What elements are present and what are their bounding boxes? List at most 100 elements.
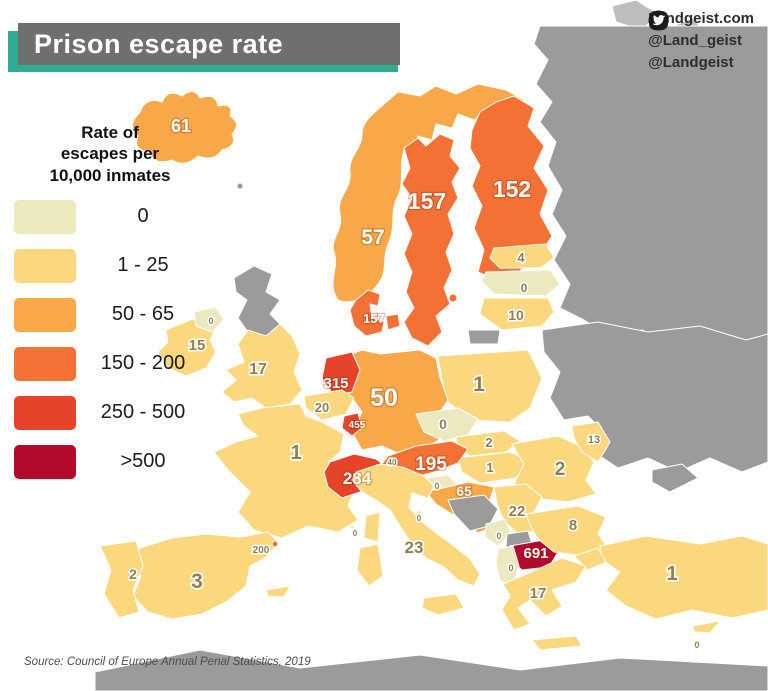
country-france-corsica [363,511,381,543]
country-iceland [132,91,237,164]
country-monaco [349,524,355,530]
label-croatia: 65 [456,483,472,499]
country-greece-crete [531,635,583,651]
country-cyprus [691,620,721,634]
source-note: Source: Council of Europe Annual Penal S… [24,656,311,668]
country-italy [351,463,481,587]
legend-title-line2: escapes per [60,144,160,164]
label-serbia: 22 [509,503,526,520]
country-spain [126,531,279,620]
country-moldova [571,421,611,463]
region-crimea [651,463,699,493]
label-uk: 17 [249,361,267,378]
country-italy-sicily [421,593,465,616]
legend-label-1: 1 - 25 [117,254,169,277]
legend-label-2: 50 - 65 [111,303,175,326]
label-belgium: 20 [315,400,329,415]
country-sweden [401,133,461,347]
branding-twitter-text: @Landgeist [648,54,734,71]
branding-instagram: @Land_geist [648,11,754,49]
label-latvia: 0 [521,281,528,295]
label-iceland: 61 [171,116,191,136]
legend-title-line3: 10,000 inmates [49,165,171,185]
legend-swatch-4 [14,395,76,430]
label-north-macedonia: 691 [523,545,548,562]
country-latvia [481,269,561,297]
label-norway: 57 [361,226,384,249]
legend-swatch-2 [14,297,76,332]
label-andorra: 200 [253,545,270,556]
country-northern-ireland [193,306,225,333]
legend-row: 1 - 25 [10,248,210,283]
branding-website-text: Landgeist.com [648,10,754,27]
legend-swatch-3 [14,346,76,381]
country-andorra [271,540,279,548]
label-ireland: 15 [189,337,206,354]
legend-swatch-5 [14,444,76,479]
legend-row: 0 [10,199,210,234]
label-portugal: 2 [129,566,137,582]
legend-title: Rate of escapes per 10,000 inmates [10,122,210,186]
country-turkey-thrace [573,547,607,571]
label-hungary: 1 [486,460,493,475]
legend-label-3: 150 - 200 [100,352,186,375]
branding-twitter: @Landgeist [648,10,754,71]
legend-row: 50 - 65 [10,297,210,332]
country-denmark-zealand [385,313,401,331]
country-turkey [599,535,768,620]
title-banner-face: Prison escape rate [18,23,400,65]
label-austria: 195 [415,454,447,475]
label-greece: 17 [530,585,547,602]
country-italy-sardinia [356,543,384,587]
country-greece [501,557,587,631]
label-monaco: 0 [353,529,358,538]
country-netherlands [321,351,361,397]
label-romania: 2 [555,459,566,480]
legend-swatch-0 [14,199,76,234]
label-poland: 1 [473,373,485,396]
label-northern-ireland: 0 [208,316,213,326]
country-france [213,403,359,539]
page-title: Prison escape rate [34,28,284,59]
label-liechtenstein: 40 [388,458,397,467]
legend-label-0: 0 [137,205,149,228]
label-turkey: 1 [666,563,677,585]
label-albania: 0 [508,563,513,573]
branding-instagram-text: @Land_geist [648,32,742,49]
country-san-marino [416,510,422,516]
label-slovenia: 0 [434,481,439,491]
region-north-africa [94,649,768,691]
country-norway [332,83,525,303]
label-san-marino: 0 [417,514,422,523]
label-france: 1 [290,442,301,464]
label-montenegro: 0 [496,531,501,541]
region-kaliningrad [467,329,501,345]
country-lithuania [479,297,555,331]
title-banner: Prison escape rate [8,23,400,72]
region-belarus-ukraine [541,321,768,473]
label-cyprus: 0 [694,640,699,650]
legend: Rate of escapes per 10,000 inmates 0 1 -… [10,122,210,494]
label-spain: 3 [191,570,203,593]
country-montenegro [484,518,512,547]
country-estonia [489,243,555,269]
label-finland: 152 [493,176,531,202]
label-slovakia: 2 [485,435,492,450]
label-germany: 50 [370,384,398,412]
label-luxembourg: 455 [349,420,366,431]
label-lithuania: 10 [508,307,524,323]
twitter-icon [648,10,669,31]
label-bulgaria: 8 [569,517,577,534]
label-sweden: 157 [408,188,446,214]
branding: Landgeist.com @Land_geist @Landgeist [648,10,754,71]
label-netherlands: 315 [323,375,348,392]
label-italy: 23 [405,538,424,557]
label-estonia: 4 [517,250,525,265]
country-portugal [99,540,144,619]
country-spain-balearics [265,585,291,598]
legend-label-5: >500 [120,450,166,473]
legend-title-line1: Rate of [81,123,139,142]
country-romania [511,435,597,503]
legend-row: 250 - 500 [10,395,210,430]
